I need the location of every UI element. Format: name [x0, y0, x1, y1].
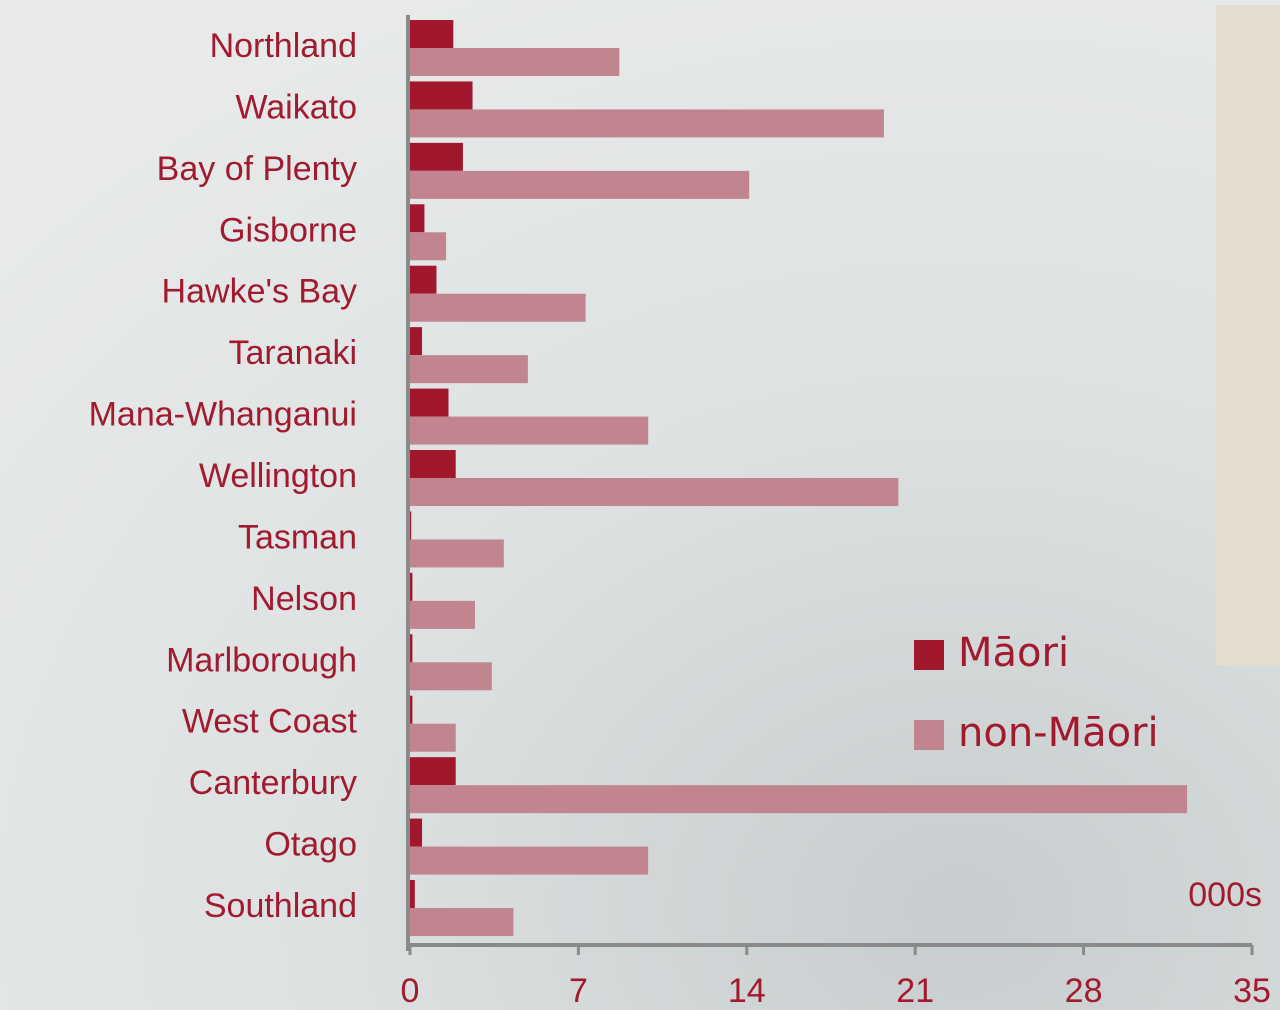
bar	[410, 757, 456, 786]
bar	[410, 20, 454, 48]
legend-swatch	[914, 640, 944, 670]
y-tick-label: Taranaki	[228, 334, 357, 372]
y-tick-label: Marlborough	[166, 641, 357, 679]
y-tick-label: Wellington	[199, 457, 357, 495]
bar	[410, 539, 504, 568]
y-tick-label: Otago	[264, 826, 357, 864]
bar	[410, 327, 423, 356]
bar	[410, 908, 514, 937]
bar	[410, 600, 475, 629]
y-tick-label: Southland	[204, 887, 357, 925]
x-tick-label: 7	[569, 972, 588, 1010]
bar	[410, 142, 463, 171]
y-tick-label: West Coast	[182, 703, 358, 741]
bar	[410, 48, 620, 76]
y-tick-label: Tasman	[238, 518, 357, 556]
bar	[410, 880, 415, 909]
bar	[410, 109, 884, 138]
y-tick-label: Nelson	[251, 580, 357, 618]
bar	[410, 450, 456, 479]
bar	[410, 265, 437, 294]
y-tick-label: Gisborne	[219, 211, 357, 249]
decorative-image	[1216, 5, 1280, 665]
bar	[410, 204, 425, 233]
bar	[410, 478, 899, 507]
bar	[410, 846, 649, 875]
bar	[410, 572, 413, 601]
bar	[410, 293, 586, 322]
bar	[410, 662, 492, 691]
bar	[410, 818, 423, 847]
bar	[410, 388, 449, 417]
x-tick-label: 28	[1065, 972, 1103, 1010]
y-tick-label: Mana-Whanganui	[89, 396, 357, 434]
bar	[410, 634, 413, 663]
bar	[410, 170, 750, 199]
unit-label: 000s	[1188, 876, 1262, 914]
x-tick-label: 0	[401, 972, 420, 1010]
y-tick-label: Northland	[210, 27, 357, 65]
legend-label: Māori	[958, 630, 1069, 676]
x-tick-label: 35	[1233, 972, 1271, 1010]
y-tick-label: Bay of Plenty	[157, 150, 357, 188]
bar	[410, 695, 413, 724]
legend-swatch	[914, 720, 944, 750]
y-tick-label: Waikato	[235, 88, 357, 126]
bar	[410, 785, 1188, 814]
y-tick-label: Canterbury	[189, 764, 357, 802]
y-tick-label: Hawke's Bay	[162, 273, 357, 311]
bar	[410, 511, 412, 540]
bar	[410, 232, 447, 261]
bar	[410, 355, 528, 384]
bar	[410, 723, 456, 752]
bar	[410, 81, 473, 110]
bar	[410, 416, 649, 445]
x-tick-label: 14	[728, 972, 766, 1010]
legend-label: non-Māori	[958, 710, 1159, 756]
x-tick-label: 21	[896, 972, 934, 1010]
